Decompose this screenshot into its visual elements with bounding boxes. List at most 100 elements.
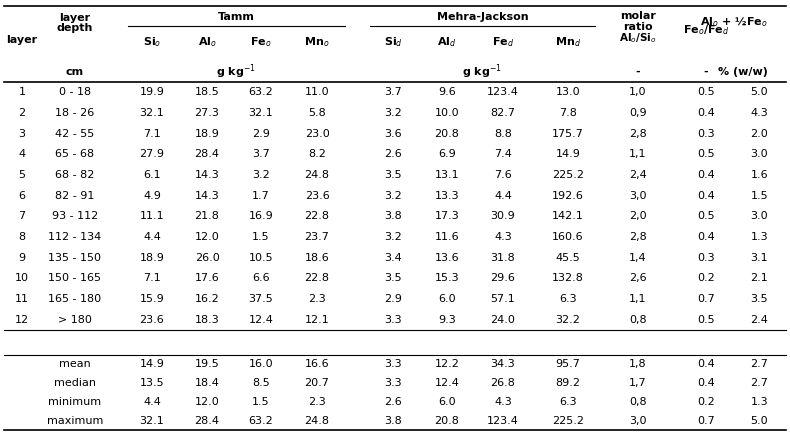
Text: 24.0: 24.0 bbox=[491, 315, 515, 325]
Text: g kg$^{-1}$: g kg$^{-1}$ bbox=[462, 63, 502, 81]
Text: 10.0: 10.0 bbox=[435, 108, 459, 118]
Text: 3.1: 3.1 bbox=[750, 253, 768, 262]
Text: 2.1: 2.1 bbox=[750, 273, 768, 283]
Text: 3.3: 3.3 bbox=[384, 378, 402, 388]
Text: 45.5: 45.5 bbox=[555, 253, 581, 262]
Text: depth: depth bbox=[57, 23, 93, 33]
Text: 5.8: 5.8 bbox=[308, 108, 326, 118]
Text: 1,0: 1,0 bbox=[630, 87, 647, 97]
Text: 1: 1 bbox=[18, 87, 25, 97]
Text: 1.3: 1.3 bbox=[750, 232, 768, 242]
Text: 4: 4 bbox=[18, 150, 25, 159]
Text: 19.9: 19.9 bbox=[140, 87, 164, 97]
Text: 0.4: 0.4 bbox=[697, 170, 715, 180]
Text: 21.8: 21.8 bbox=[194, 211, 220, 221]
Text: 32.1: 32.1 bbox=[249, 108, 273, 118]
Text: 123.4: 123.4 bbox=[487, 87, 519, 97]
Text: 11.6: 11.6 bbox=[435, 232, 459, 242]
Text: 3.2: 3.2 bbox=[384, 232, 402, 242]
Text: 2.6: 2.6 bbox=[384, 397, 402, 407]
Text: 24.8: 24.8 bbox=[304, 416, 329, 426]
Text: 3.2: 3.2 bbox=[252, 170, 270, 180]
Text: 27.9: 27.9 bbox=[140, 150, 164, 159]
Text: 7.1: 7.1 bbox=[143, 273, 161, 283]
Text: 9: 9 bbox=[18, 253, 25, 262]
Text: mean: mean bbox=[59, 359, 91, 369]
Text: 14.3: 14.3 bbox=[194, 170, 220, 180]
Text: 6: 6 bbox=[18, 191, 25, 201]
Text: 0.7: 0.7 bbox=[697, 416, 715, 426]
Text: 5.0: 5.0 bbox=[750, 87, 768, 97]
Text: 18.9: 18.9 bbox=[194, 129, 220, 139]
Text: Fe$_d$: Fe$_d$ bbox=[492, 35, 514, 49]
Text: 6.1: 6.1 bbox=[143, 170, 161, 180]
Text: minimum: minimum bbox=[48, 397, 102, 407]
Text: 34.3: 34.3 bbox=[491, 359, 515, 369]
Text: 3.5: 3.5 bbox=[750, 294, 768, 304]
Text: 9.3: 9.3 bbox=[438, 315, 456, 325]
Text: 0.4: 0.4 bbox=[697, 359, 715, 369]
Text: 0.5: 0.5 bbox=[698, 315, 715, 325]
Text: Fe$_o$/Fe$_d$: Fe$_o$/Fe$_d$ bbox=[683, 23, 729, 37]
Text: Fe$_o$: Fe$_o$ bbox=[250, 35, 272, 49]
Text: 3.5: 3.5 bbox=[384, 273, 402, 283]
Text: 2,8: 2,8 bbox=[629, 232, 647, 242]
Text: 93 - 112: 93 - 112 bbox=[52, 211, 98, 221]
Text: 192.6: 192.6 bbox=[552, 191, 584, 201]
Text: layer: layer bbox=[6, 35, 38, 45]
Text: Tamm: Tamm bbox=[218, 12, 255, 22]
Text: 0.4: 0.4 bbox=[697, 232, 715, 242]
Text: 0.5: 0.5 bbox=[698, 211, 715, 221]
Text: 13.1: 13.1 bbox=[435, 170, 459, 180]
Text: 23.0: 23.0 bbox=[305, 129, 329, 139]
Text: 27.3: 27.3 bbox=[194, 108, 220, 118]
Text: 11.0: 11.0 bbox=[305, 87, 329, 97]
Text: 17.6: 17.6 bbox=[194, 273, 220, 283]
Text: 4.3: 4.3 bbox=[494, 397, 512, 407]
Text: 22.8: 22.8 bbox=[304, 273, 329, 283]
Text: 24.8: 24.8 bbox=[304, 170, 329, 180]
Text: 20.8: 20.8 bbox=[435, 129, 460, 139]
Text: 5.0: 5.0 bbox=[750, 416, 768, 426]
Text: 2.0: 2.0 bbox=[750, 129, 768, 139]
Text: 10.5: 10.5 bbox=[249, 253, 273, 262]
Text: 16.9: 16.9 bbox=[249, 211, 273, 221]
Text: 0.3: 0.3 bbox=[698, 129, 715, 139]
Text: 14.9: 14.9 bbox=[140, 359, 164, 369]
Text: 135 - 150: 135 - 150 bbox=[48, 253, 101, 262]
Text: 3.8: 3.8 bbox=[384, 211, 402, 221]
Text: 1,8: 1,8 bbox=[629, 359, 647, 369]
Text: 22.8: 22.8 bbox=[304, 211, 329, 221]
Text: 13.3: 13.3 bbox=[435, 191, 459, 201]
Text: 57.1: 57.1 bbox=[491, 294, 515, 304]
Text: Mn$_d$: Mn$_d$ bbox=[555, 35, 581, 49]
Text: 0.2: 0.2 bbox=[697, 397, 715, 407]
Text: 3.7: 3.7 bbox=[252, 150, 270, 159]
Text: 1.5: 1.5 bbox=[750, 191, 768, 201]
Text: g kg$^{-1}$: g kg$^{-1}$ bbox=[216, 63, 257, 81]
Text: > 180: > 180 bbox=[58, 315, 92, 325]
Text: 15.3: 15.3 bbox=[435, 273, 459, 283]
Text: 225.2: 225.2 bbox=[552, 170, 584, 180]
Text: 14.9: 14.9 bbox=[555, 150, 581, 159]
Text: 3.4: 3.4 bbox=[384, 253, 402, 262]
Text: molar: molar bbox=[620, 11, 656, 21]
Text: 2.9: 2.9 bbox=[384, 294, 402, 304]
Text: 0.7: 0.7 bbox=[697, 294, 715, 304]
Text: 23.6: 23.6 bbox=[140, 315, 164, 325]
Text: Mehra-Jackson: Mehra-Jackson bbox=[437, 12, 529, 22]
Text: % (w/w): % (w/w) bbox=[718, 67, 768, 77]
Text: 150 - 165: 150 - 165 bbox=[48, 273, 101, 283]
Text: ratio: ratio bbox=[623, 22, 653, 32]
Text: 12.4: 12.4 bbox=[249, 315, 273, 325]
Text: 12.4: 12.4 bbox=[435, 378, 460, 388]
Text: 8.8: 8.8 bbox=[494, 129, 512, 139]
Text: 42 - 55: 42 - 55 bbox=[55, 129, 95, 139]
Text: 225.2: 225.2 bbox=[552, 416, 584, 426]
Text: 3.3: 3.3 bbox=[384, 315, 402, 325]
Text: 2: 2 bbox=[18, 108, 25, 118]
Text: 2,8: 2,8 bbox=[629, 129, 647, 139]
Text: cm: cm bbox=[66, 67, 84, 77]
Text: 6.3: 6.3 bbox=[559, 397, 577, 407]
Text: 11: 11 bbox=[15, 294, 29, 304]
